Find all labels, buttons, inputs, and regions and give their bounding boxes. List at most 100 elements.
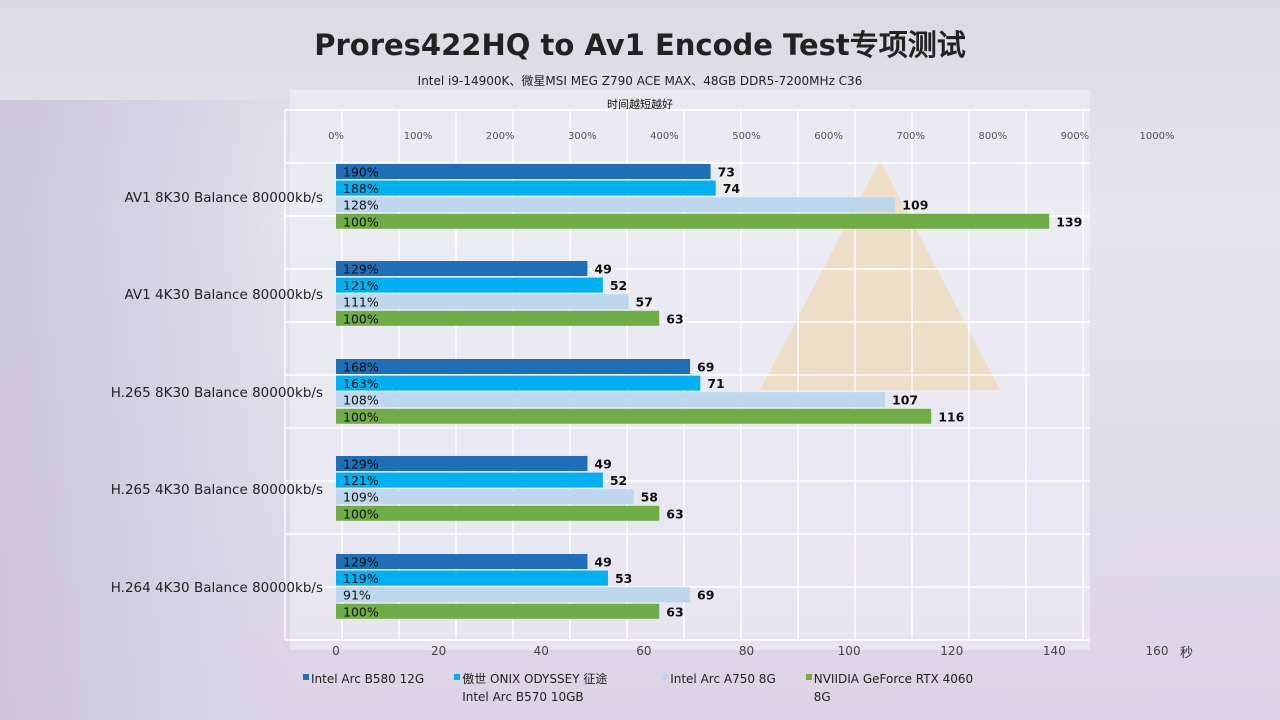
bar-value-label: 107 <box>892 393 918 408</box>
bar-percent-label: 163% <box>343 376 379 391</box>
bar <box>336 294 629 310</box>
bar <box>336 489 634 505</box>
x-tick-label: 80 <box>739 644 754 658</box>
bar-percent-label: 188% <box>343 181 379 196</box>
bar-percent-label: 100% <box>343 604 379 619</box>
legend-label: NVIIDIA GeForce RTX 4060 8G <box>813 672 974 704</box>
category-label: H.264 4K30 Balance 80000kb/s <box>111 580 323 596</box>
bar <box>336 261 588 276</box>
top-tick-label: 0% <box>328 131 344 142</box>
top-tick-label: 600% <box>814 131 843 142</box>
bar-value-label: 58 <box>641 490 658 505</box>
bar-percent-label: 128% <box>343 198 379 213</box>
top-tick-label: 400% <box>650 131 679 142</box>
bar-value-label: 74 <box>723 181 741 196</box>
bar <box>336 375 701 391</box>
chart-note: 时间越短越好 <box>607 98 673 111</box>
bar-value-label: 52 <box>610 473 627 488</box>
bar-percent-label: 109% <box>343 490 379 505</box>
bar-percent-label: 91% <box>343 588 371 603</box>
bar <box>336 310 660 326</box>
bar-percent-label: 119% <box>343 571 379 586</box>
bar-value-label: 116 <box>938 409 964 424</box>
top-tick-label: 300% <box>568 131 597 142</box>
chart-subtitle: Intel i9-14900K、微星MSI MEG Z790 ACE MAX、4… <box>417 74 863 88</box>
bar-percent-label: 100% <box>343 409 379 424</box>
bar-value-label: 71 <box>707 376 724 391</box>
bar-value-label: 139 <box>1056 214 1082 229</box>
x-tick-label: 160 <box>1146 644 1169 658</box>
top-tick-label: 700% <box>896 131 925 142</box>
legend-swatch <box>805 674 812 680</box>
bar-percent-label: 129% <box>343 457 379 472</box>
bar-value-label: 49 <box>594 457 611 472</box>
bar <box>336 408 932 424</box>
legend-item: 傲世 ONIX ODYSSEY 征途 Intel Arc B570 10GB <box>454 670 632 706</box>
bar-percent-label: 100% <box>343 214 379 229</box>
bar <box>336 472 603 488</box>
bar-percent-label: 129% <box>343 555 379 570</box>
x-axis-unit: 秒 <box>1180 646 1194 661</box>
bar-percent-label: 100% <box>343 311 379 326</box>
bar <box>336 164 711 179</box>
legend: Intel Arc B580 12G 傲世 ONIX ODYSSEY 征途 Int… <box>303 670 1014 706</box>
bar <box>336 197 896 213</box>
legend-swatch <box>662 674 669 680</box>
legend-item: Intel Arc A750 8G <box>662 670 776 706</box>
x-tick-label: 20 <box>431 644 446 658</box>
bar-value-label: 63 <box>666 604 683 619</box>
bar <box>336 359 691 374</box>
legend-label: Intel Arc B580 12G <box>311 672 425 686</box>
legend-item: Intel Arc B580 12G <box>303 670 424 706</box>
bar-percent-label: 100% <box>343 506 379 521</box>
chart-title: Prores422HQ to Av1 Encode Test专项测试 <box>314 28 966 62</box>
x-tick-label: 100 <box>838 644 861 658</box>
bar-value-label: 73 <box>718 165 735 180</box>
top-tick-label: 900% <box>1061 131 1090 142</box>
bar-value-label: 63 <box>666 311 683 326</box>
bar-percent-label: 121% <box>343 473 379 488</box>
bar <box>336 213 1050 229</box>
bar <box>336 587 691 603</box>
bar <box>336 392 886 408</box>
top-tick-label: 800% <box>979 131 1008 142</box>
bar-percent-label: 190% <box>343 165 379 180</box>
x-tick-label: 120 <box>940 644 963 658</box>
top-tick-label: 100% <box>404 131 433 142</box>
x-tick-label: 0 <box>332 644 340 658</box>
bar-value-label: 53 <box>615 571 632 586</box>
legend-label: 傲世 ONIX ODYSSEY 征途 Intel Arc B570 10GB <box>462 672 608 704</box>
category-label: AV1 8K30 Balance 80000kb/s <box>125 190 323 206</box>
bar-percent-label: 129% <box>343 262 379 277</box>
bar <box>336 456 588 471</box>
category-label: H.265 4K30 Balance 80000kb/s <box>111 482 323 498</box>
bar <box>336 570 608 586</box>
bar-value-label: 69 <box>697 588 714 603</box>
bar <box>336 603 660 619</box>
bar-percent-label: 111% <box>343 295 379 310</box>
legend-swatch <box>454 674 461 680</box>
top-tick-label: 200% <box>486 131 515 142</box>
bar-percent-label: 121% <box>343 278 379 293</box>
bar-value-label: 49 <box>594 262 611 277</box>
x-tick-label: 60 <box>636 644 651 658</box>
bar-percent-label: 168% <box>343 360 379 375</box>
bar-percent-label: 108% <box>343 393 379 408</box>
bar-value-label: 52 <box>610 278 627 293</box>
legend-label: Intel Arc A750 8G <box>670 672 776 686</box>
x-tick-label: 140 <box>1043 644 1066 658</box>
bar <box>336 554 588 569</box>
background-decoration <box>0 100 300 720</box>
top-tick-label: 1000% <box>1140 131 1175 142</box>
bar-value-label: 49 <box>594 555 611 570</box>
bar-value-label: 109 <box>902 198 928 213</box>
top-tick-label: 500% <box>732 131 761 142</box>
bar <box>336 505 660 521</box>
category-label: H.265 8K30 Balance 80000kb/s <box>111 385 323 401</box>
bar-value-label: 63 <box>666 506 683 521</box>
bar <box>336 277 603 293</box>
x-tick-label: 40 <box>534 644 549 658</box>
legend-swatch <box>303 674 309 680</box>
legend-item: NVIIDIA GeForce RTX 4060 8G <box>805 670 984 706</box>
